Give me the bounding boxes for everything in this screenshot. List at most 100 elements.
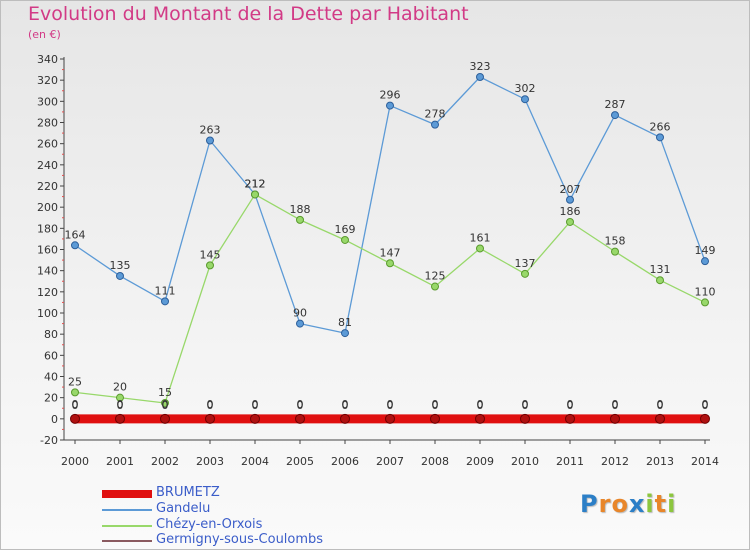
data-label: 0 xyxy=(72,399,79,412)
chart-title: Evolution du Montant de la Dette par Hab… xyxy=(28,3,469,25)
data-label: 278 xyxy=(425,108,446,121)
data-point xyxy=(521,269,529,278)
data-point xyxy=(566,217,574,226)
data-label: 149 xyxy=(695,244,716,257)
data-point xyxy=(521,95,529,104)
data-point xyxy=(71,241,79,250)
data-label: 0 xyxy=(387,399,394,412)
x-tick-label: 2014 xyxy=(691,455,719,468)
y-tick-label: 160 xyxy=(37,244,58,257)
data-label: 0 xyxy=(477,399,484,412)
data-label: 169 xyxy=(335,223,356,236)
data-point xyxy=(116,393,124,402)
logo-letter: P xyxy=(580,490,599,518)
y-tick-label: 100 xyxy=(37,307,58,320)
x-tick-label: 2009 xyxy=(466,455,494,468)
data-point xyxy=(341,329,349,338)
data-label: 0 xyxy=(162,399,169,412)
x-tick-label: 2012 xyxy=(601,455,629,468)
data-point xyxy=(160,413,170,424)
y-tick-label: 340 xyxy=(37,53,58,66)
data-label: 158 xyxy=(605,235,626,248)
y-tick-label: 260 xyxy=(37,138,58,151)
data-label: 0 xyxy=(477,398,484,411)
legend-swatch xyxy=(102,540,152,542)
y-tick-label: 60 xyxy=(44,349,58,362)
y-tick-label: 300 xyxy=(37,95,58,108)
data-label: 137 xyxy=(515,257,536,270)
data-label: 131 xyxy=(650,263,671,276)
legend-swatch xyxy=(102,490,152,498)
data-point xyxy=(296,319,304,328)
series-line-Chézy-en-Orxois xyxy=(74,193,706,404)
logo-letter: r xyxy=(598,490,612,518)
data-point xyxy=(340,413,350,424)
data-label: 0 xyxy=(657,399,664,412)
data-label: 161 xyxy=(470,231,491,244)
legend-swatch xyxy=(102,509,152,511)
logo-letter: t xyxy=(654,490,668,518)
data-point xyxy=(475,413,485,424)
x-tick-label: 2000 xyxy=(61,455,89,468)
x-tick-label: 2003 xyxy=(196,455,224,468)
data-point xyxy=(431,282,439,291)
y-tick-label: 320 xyxy=(37,74,58,87)
data-point xyxy=(251,190,259,199)
data-label: 207 xyxy=(560,183,581,196)
logo-letter: i xyxy=(645,490,655,518)
data-point xyxy=(205,413,215,424)
data-label: 164 xyxy=(65,228,86,241)
axes: -200204060801001201401601802002202402602… xyxy=(37,53,719,468)
data-label: 0 xyxy=(612,398,619,411)
proxiti-logo: Proxiti xyxy=(580,490,676,518)
data-point xyxy=(431,120,439,129)
data-label: 266 xyxy=(650,120,671,133)
y-tick-label: 80 xyxy=(44,328,58,341)
data-point xyxy=(611,111,619,120)
data-label: 0 xyxy=(432,399,439,412)
data-label: 0 xyxy=(72,398,79,411)
data-label: 0 xyxy=(207,398,214,411)
data-point xyxy=(476,72,484,81)
data-label: 0 xyxy=(297,398,304,411)
data-point xyxy=(566,195,574,204)
data-label: 0 xyxy=(657,398,664,411)
data-label: 135 xyxy=(110,259,131,272)
data-point xyxy=(250,413,260,424)
x-tick-label: 2002 xyxy=(151,455,179,468)
x-tick-label: 2001 xyxy=(106,455,134,468)
data-label: 212 xyxy=(245,177,266,190)
data-point xyxy=(295,413,305,424)
data-label: 0 xyxy=(117,399,124,412)
data-point xyxy=(520,413,530,424)
data-label: 147 xyxy=(380,246,401,259)
data-label: 302 xyxy=(515,82,536,95)
data-point xyxy=(296,215,304,224)
x-tick-label: 2013 xyxy=(646,455,674,468)
data-label: 0 xyxy=(162,398,169,411)
data-label: 90 xyxy=(293,307,307,320)
x-tick-label: 2010 xyxy=(511,455,539,468)
data-label: 0 xyxy=(522,399,529,412)
legend-label: Gandelu xyxy=(156,501,211,516)
x-tick-label: 2005 xyxy=(286,455,314,468)
logo-letter: x xyxy=(628,490,646,518)
data-point xyxy=(116,271,124,280)
data-point xyxy=(161,297,169,306)
data-label: 263 xyxy=(200,123,221,136)
data-label: 0 xyxy=(342,399,349,412)
data-label: 145 xyxy=(200,248,221,261)
data-label: 0 xyxy=(612,399,619,412)
data-point xyxy=(71,388,79,397)
y-tick-label: -20 xyxy=(40,434,58,447)
data-point xyxy=(701,257,709,266)
data-point xyxy=(206,136,214,145)
data-label: 0 xyxy=(702,398,709,411)
data-point xyxy=(610,413,620,424)
data-point xyxy=(385,413,395,424)
data-label: 111 xyxy=(155,284,176,297)
data-label: 0 xyxy=(117,398,124,411)
data-labels-layer: 164 135 111 263 212 90 81 296 278 323 302 207 287 266… xyxy=(65,60,716,412)
data-point xyxy=(656,133,664,142)
